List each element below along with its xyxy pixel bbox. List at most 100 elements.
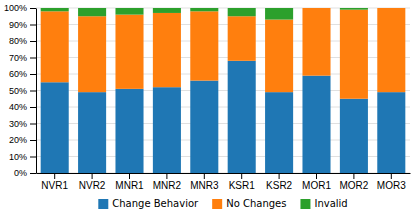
series <box>41 8 368 20</box>
bar <box>377 92 405 173</box>
tick-mark <box>166 173 167 179</box>
bar <box>228 8 256 16</box>
legend-item: Change Behavior <box>98 198 199 209</box>
tick: MOR3 <box>377 173 406 191</box>
tick-mark <box>30 25 36 26</box>
tick-label: 60% <box>9 69 27 79</box>
tick-label: KSR2 <box>266 180 293 191</box>
tick: 10% <box>9 152 36 162</box>
tick-mark <box>30 173 36 174</box>
tick-mark <box>30 74 36 75</box>
bar <box>340 99 368 173</box>
bar <box>41 82 69 173</box>
bar <box>153 13 181 87</box>
tick: 50% <box>9 86 36 96</box>
bar <box>41 11 69 82</box>
bar <box>115 89 143 173</box>
tick-label: MNR1 <box>115 180 144 191</box>
tick-mark <box>30 157 36 158</box>
legend-label: No Changes <box>226 198 286 209</box>
legend-swatch <box>212 199 222 209</box>
tick-mark <box>129 173 130 179</box>
bar <box>190 81 218 173</box>
tick: KSR1 <box>229 173 256 191</box>
tick-mark <box>54 173 55 179</box>
bar <box>41 8 69 11</box>
tick-label: NVR1 <box>41 180 68 191</box>
bar <box>265 8 293 20</box>
tick: 80% <box>9 36 36 46</box>
bar <box>115 15 143 89</box>
tick-mark <box>30 8 36 9</box>
bar <box>377 8 405 9</box>
tick-mark <box>92 173 93 179</box>
tick-label: 90% <box>9 20 27 30</box>
bar <box>340 8 368 10</box>
tick-label: KSR1 <box>229 180 256 191</box>
bar <box>377 8 405 92</box>
tick-label: MOR2 <box>339 180 368 191</box>
chart: NVR1NVR2MNR1MNR2MNR3KSR1KSR2MOR1MOR2MOR3… <box>0 0 420 215</box>
bar <box>78 16 106 92</box>
tick-mark <box>391 173 392 179</box>
tick-label: MOR1 <box>302 180 331 191</box>
tick-mark <box>30 107 36 108</box>
bar <box>78 8 106 16</box>
tick-mark <box>204 173 205 179</box>
tick-mark <box>30 124 36 125</box>
x-axis: NVR1NVR2MNR1MNR2MNR3KSR1KSR2MOR1MOR2MOR3 <box>37 173 411 191</box>
tick-label: 50% <box>9 86 27 96</box>
tick: NVR1 <box>41 173 68 191</box>
bar <box>190 11 218 80</box>
tick-label: 70% <box>9 53 27 63</box>
tick-mark <box>30 41 36 42</box>
legend-label: Invalid <box>314 198 347 209</box>
tick: 0% <box>14 168 36 178</box>
tick: 70% <box>9 53 36 63</box>
legend-swatch <box>300 199 310 209</box>
tick-label: MOR3 <box>377 180 406 191</box>
bar <box>153 8 181 13</box>
tick: 20% <box>9 135 36 145</box>
tick: KSR2 <box>266 173 293 191</box>
grid <box>36 8 410 173</box>
tick-label: 10% <box>9 152 27 162</box>
bar <box>340 10 368 99</box>
tick: 30% <box>9 119 36 129</box>
tick: MOR2 <box>339 173 368 191</box>
tick-label: 20% <box>9 135 27 145</box>
tick: MOR1 <box>302 173 331 191</box>
tick-mark <box>316 173 317 179</box>
tick: MNR1 <box>115 173 144 191</box>
bar <box>190 8 218 11</box>
axis-line <box>36 9 37 174</box>
tick-label: MNR3 <box>190 180 219 191</box>
bar <box>265 92 293 173</box>
bar <box>265 20 293 93</box>
bar <box>115 8 143 15</box>
tick-mark <box>241 173 242 179</box>
bar <box>78 92 106 173</box>
legend-item: Invalid <box>300 198 347 209</box>
tick-mark <box>353 173 354 179</box>
y-axis: 0% 10% 20% 30% 40% 50% 60% 70% 80% 90% 100% <box>4 3 37 178</box>
tick-label: 100% <box>4 3 27 13</box>
tick-mark <box>30 58 36 59</box>
bar <box>302 76 330 173</box>
tick-mark <box>30 91 36 92</box>
legend-swatch <box>98 199 108 209</box>
tick: MNR3 <box>190 173 219 191</box>
bar <box>302 8 330 9</box>
tick: NVR2 <box>79 173 106 191</box>
tick-label: 30% <box>9 119 27 129</box>
plot: NVR1NVR2MNR1MNR2MNR3KSR1KSR2MOR1MOR2MOR3… <box>4 3 411 191</box>
series <box>41 8 406 99</box>
tick-label: 0% <box>14 168 27 178</box>
bar <box>302 8 330 76</box>
tick: 40% <box>9 102 36 112</box>
tick: 100% <box>4 3 36 13</box>
tick-mark <box>30 140 36 141</box>
tick: 60% <box>9 69 36 79</box>
tick-label: 40% <box>9 102 27 112</box>
legend: Change Behavior No Changes Invalid <box>98 198 347 209</box>
